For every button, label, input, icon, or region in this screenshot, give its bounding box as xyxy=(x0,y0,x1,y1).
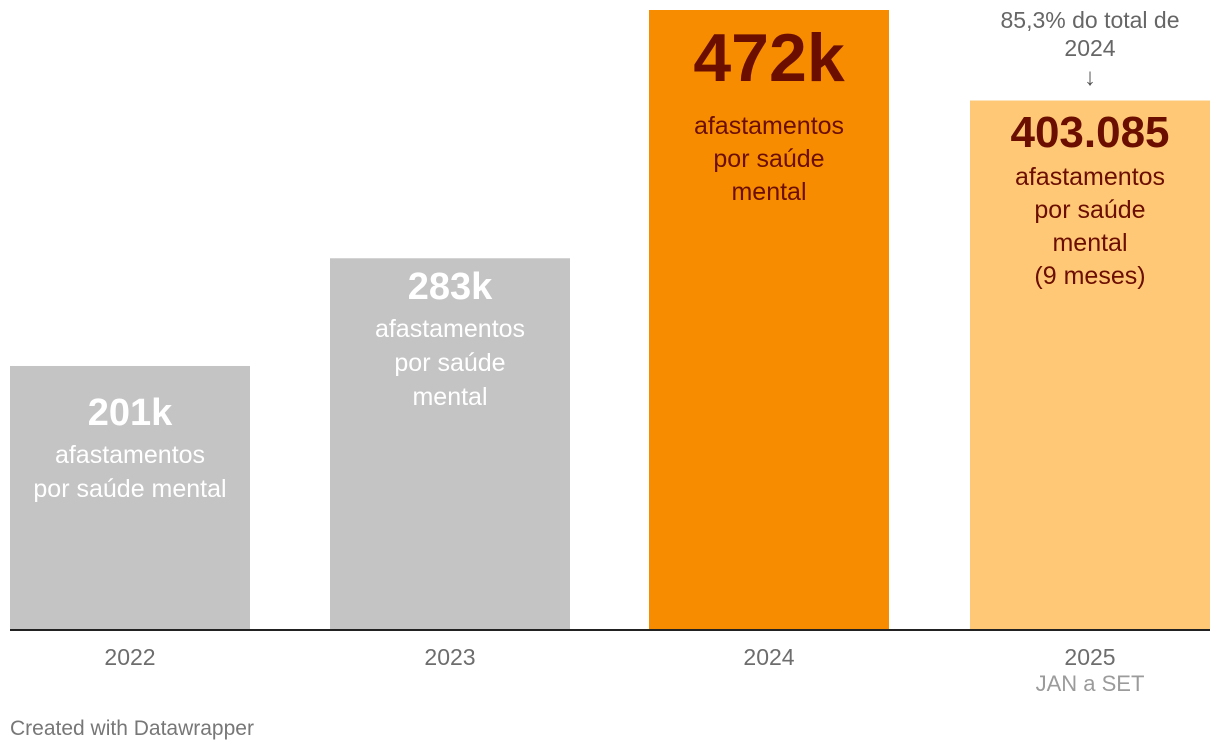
annotation-arrow-icon: ↓ xyxy=(1084,64,1096,91)
x-tick-label-2023: 2023 xyxy=(424,644,476,670)
x-tick-label-2022: 2022 xyxy=(104,644,156,670)
bar-2025 xyxy=(970,100,1210,631)
bar-2022 xyxy=(10,365,250,630)
bar-2024 xyxy=(649,10,889,630)
datawrapper-credit[interactable]: Created with Datawrapper xyxy=(10,717,254,740)
x-tick-label-2025: 2025 xyxy=(1064,644,1116,670)
bar-2023 xyxy=(330,258,570,630)
bars-group xyxy=(10,10,1210,631)
x-tick-label-2024: 2024 xyxy=(743,644,795,670)
annotation-text: 85,3% do total de 2024 xyxy=(1000,7,1180,61)
x-tick-sublabel-2025: JAN a SET xyxy=(1035,671,1145,696)
